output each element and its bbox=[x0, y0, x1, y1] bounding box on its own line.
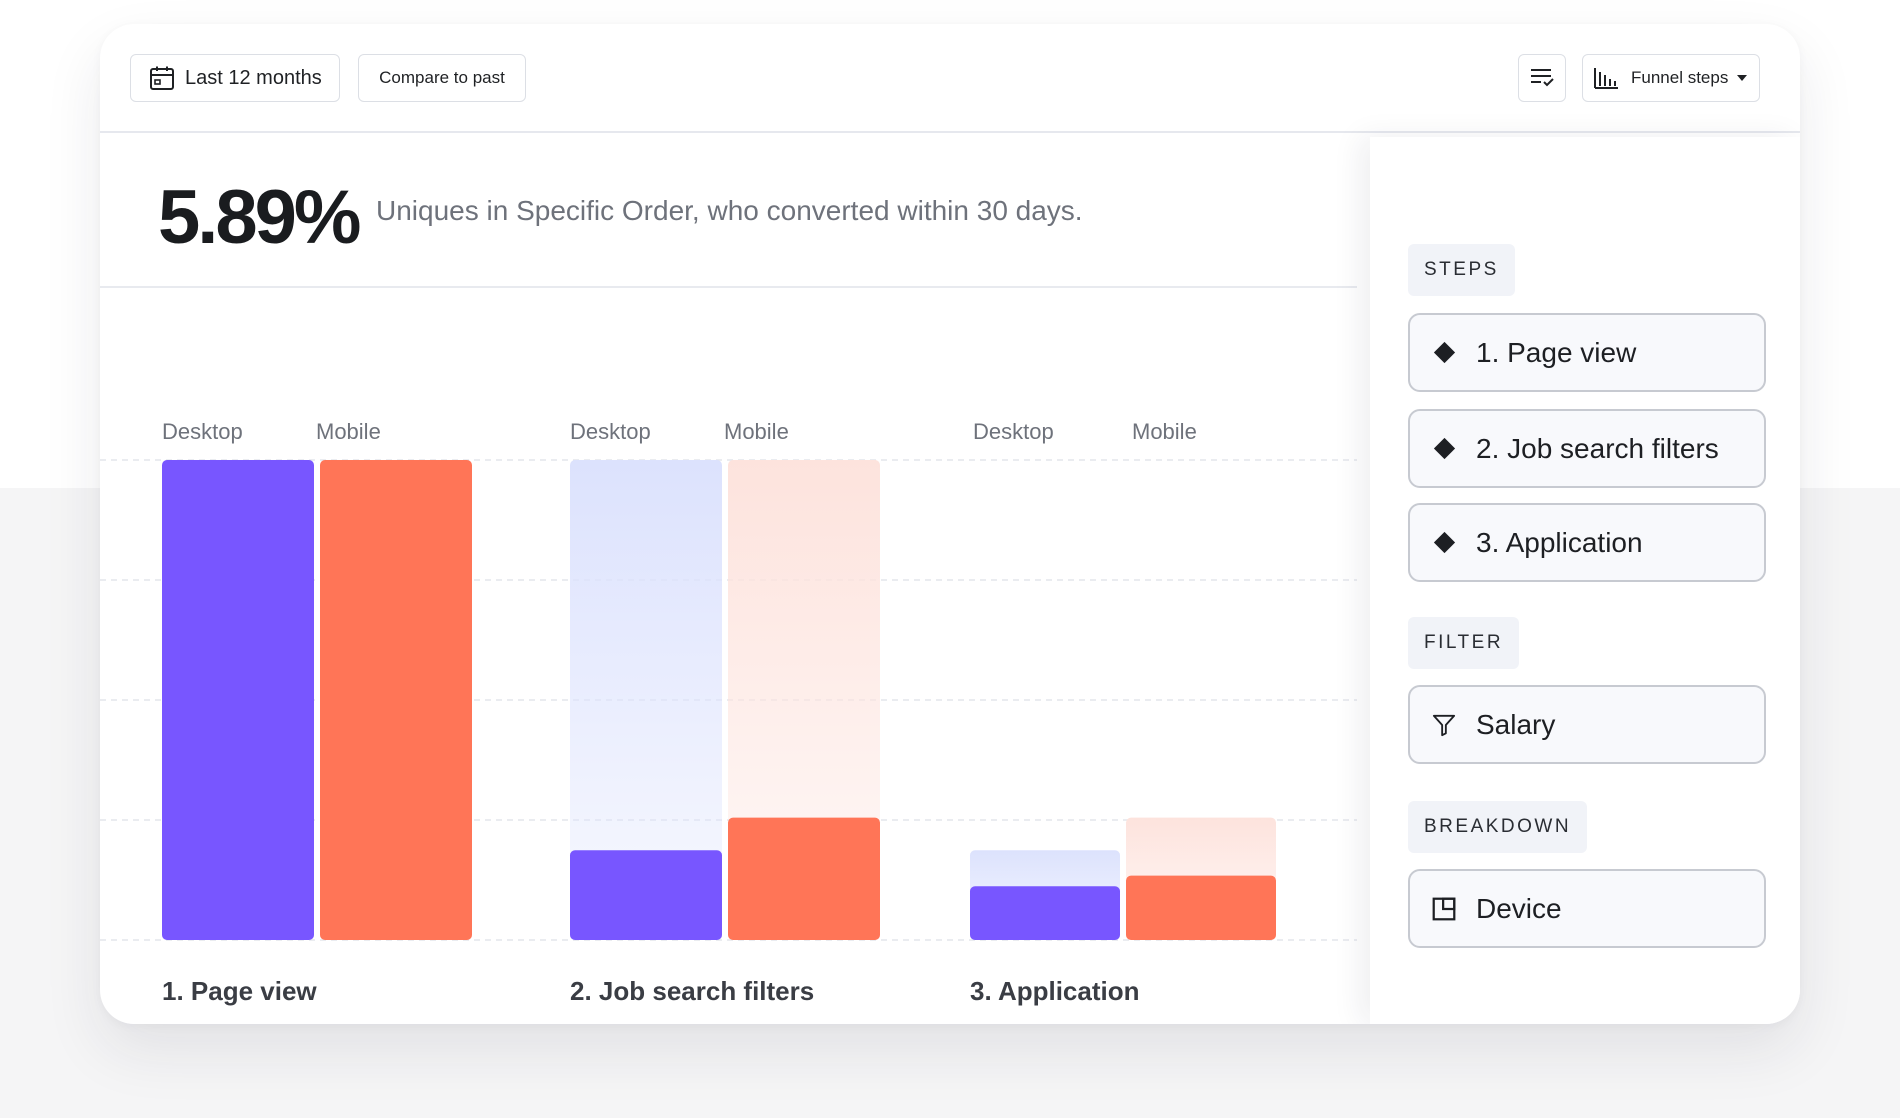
view-type-dropdown[interactable]: Funnel steps bbox=[1582, 54, 1760, 102]
breakdown-pill-device[interactable]: Device bbox=[1408, 869, 1766, 948]
series-label-mobile: Mobile bbox=[316, 419, 381, 444]
date-range-label: Last 12 months bbox=[185, 66, 322, 89]
bar-desktop bbox=[570, 850, 722, 940]
category-label: 1. Page view bbox=[162, 976, 317, 1006]
date-range-button[interactable]: Last 12 months bbox=[130, 54, 340, 102]
step-pill-page-view[interactable]: 1. Page view bbox=[1408, 313, 1766, 392]
bar-desktop bbox=[162, 460, 314, 940]
query-builder-panel: STEPS 1. Page view 2. Job search filters… bbox=[1370, 137, 1800, 1024]
bar-chart-icon bbox=[1594, 68, 1618, 89]
sort-button[interactable] bbox=[1518, 54, 1566, 102]
funnel-report-card: Last 12 months Compare to past Funnel st bbox=[100, 24, 1800, 1024]
step-label: 3. Application bbox=[1476, 526, 1643, 558]
breakdown-icon bbox=[1432, 897, 1456, 921]
step-pill-job-search-filters[interactable]: 2. Job search filters bbox=[1408, 409, 1766, 488]
bar-mobile bbox=[1126, 875, 1276, 940]
series-label-mobile: Mobile bbox=[724, 419, 789, 444]
sort-list-icon bbox=[1531, 69, 1554, 87]
caret-down-icon bbox=[1737, 75, 1748, 81]
filter-pill-salary[interactable]: Salary bbox=[1408, 685, 1766, 764]
step-pill-application[interactable]: 3. Application bbox=[1408, 503, 1766, 582]
bar-mobile bbox=[320, 460, 472, 940]
step-label: 2. Job search filters bbox=[1476, 432, 1719, 464]
funnel-chart: Desktop Mobile 1. Page view Desktop Mobile 2.… bbox=[100, 419, 1357, 1006]
view-type-label: Funnel steps bbox=[1631, 68, 1729, 87]
event-diamond-icon bbox=[1432, 531, 1456, 555]
series-label-desktop: Desktop bbox=[973, 419, 1054, 444]
step-label: 1. Page view bbox=[1476, 336, 1637, 368]
breakdown-label: Device bbox=[1476, 892, 1562, 924]
filter-label: Salary bbox=[1476, 708, 1556, 740]
steps-section-label: STEPS bbox=[1408, 244, 1515, 296]
calendar-icon bbox=[150, 66, 174, 90]
category-label: 3. Application bbox=[970, 976, 1140, 1006]
funnel-filter-icon bbox=[1432, 713, 1456, 737]
breakdown-section-label: BREAKDOWN bbox=[1408, 801, 1588, 853]
series-label-mobile: Mobile bbox=[1132, 419, 1197, 444]
divider bbox=[100, 286, 1357, 288]
dropoff-bar-desktop bbox=[570, 460, 722, 940]
compare-button[interactable]: Compare to past bbox=[358, 54, 526, 102]
series-label-desktop: Desktop bbox=[570, 419, 651, 444]
conversion-rate: 5.89% bbox=[158, 175, 361, 260]
filter-section-label: FILTER bbox=[1408, 617, 1520, 669]
event-diamond-icon bbox=[1432, 437, 1456, 461]
conversion-description: Uniques in Specific Order, who converted… bbox=[376, 195, 1083, 226]
bar-mobile bbox=[728, 817, 880, 940]
toolbar: Last 12 months Compare to past Funnel st bbox=[100, 24, 1800, 133]
category-label: 2. Job search filters bbox=[570, 976, 814, 1006]
bar-desktop bbox=[970, 886, 1120, 940]
compare-label: Compare to past bbox=[379, 68, 505, 87]
event-diamond-icon bbox=[1432, 341, 1456, 365]
series-label-desktop: Desktop bbox=[162, 419, 243, 444]
